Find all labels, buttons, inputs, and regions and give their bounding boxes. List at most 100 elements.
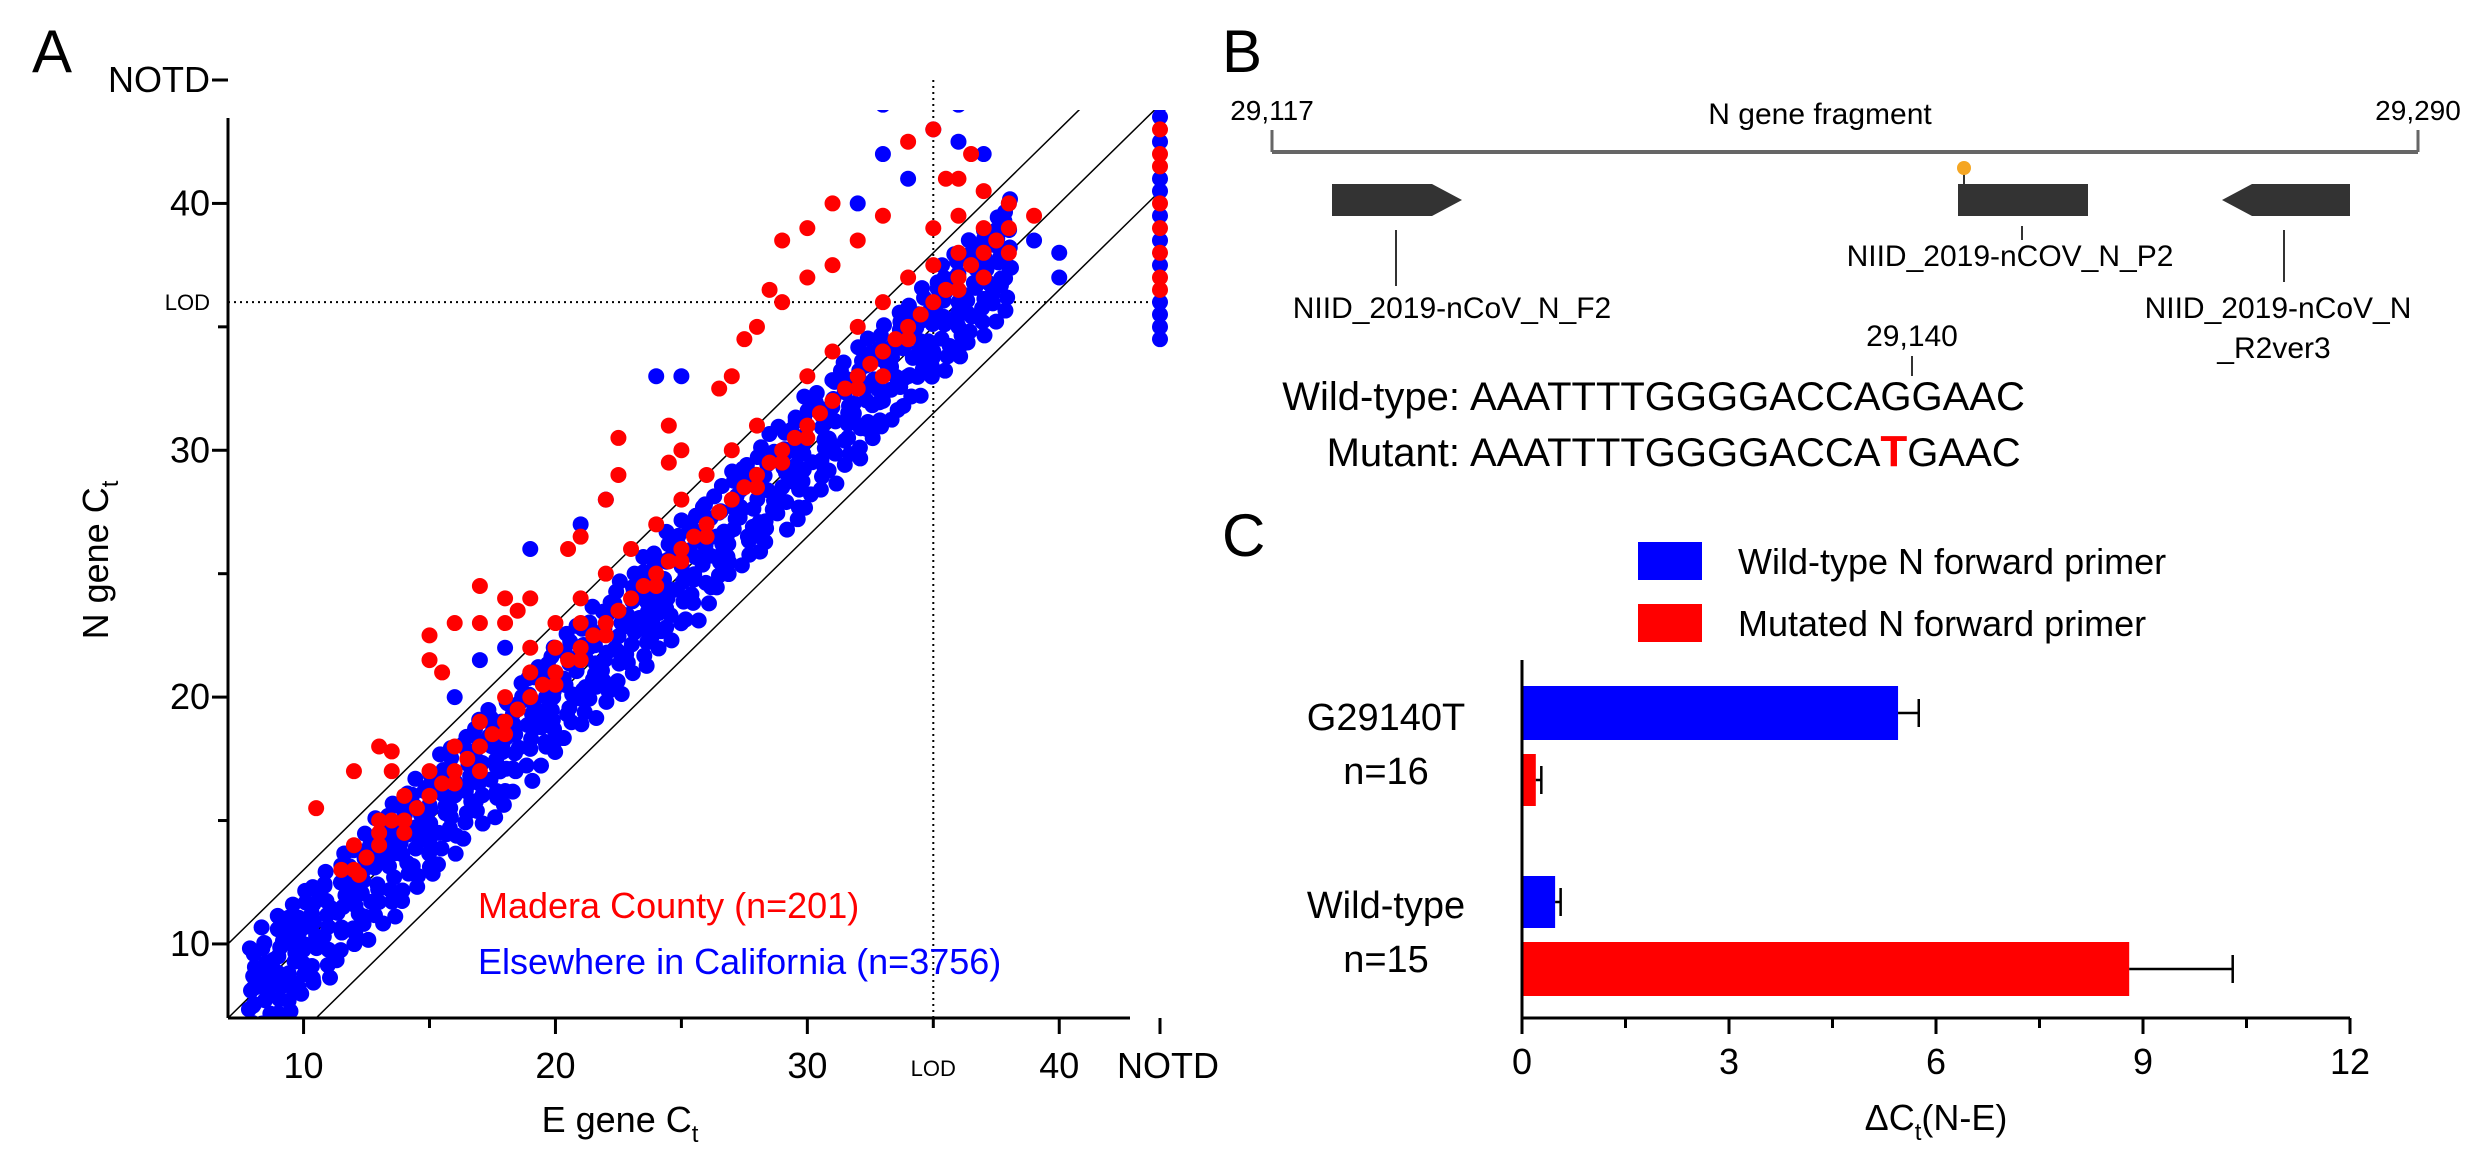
- madera-point: [888, 72, 904, 88]
- panel-c-letter: C: [1222, 502, 1265, 569]
- elsewhere-point: [797, 499, 814, 516]
- legend-swatch-mutated-primer: [1638, 604, 1702, 642]
- diagonal-line: [315, 190, 1161, 1018]
- elsewhere-point: [1152, 318, 1168, 335]
- elsewhere-point: [429, 856, 446, 873]
- c-x-tick-label: 3: [1719, 1041, 1739, 1082]
- elsewhere-point: [404, 858, 421, 875]
- madera-point: [975, 183, 992, 200]
- wildtype-sequence: AAATTTTGGGGACCAGGAAC: [1470, 375, 2025, 419]
- elsewhere-point: [1076, 72, 1092, 88]
- a-y-tick-notd: NOTD: [108, 59, 210, 100]
- elsewhere-point: [369, 876, 386, 893]
- elsewhere-point: [658, 619, 675, 636]
- elsewhere-point: [913, 280, 930, 297]
- elsewhere-point: [504, 783, 521, 800]
- elsewhere-point: [394, 882, 411, 899]
- madera-point: [497, 689, 514, 706]
- elsewhere-point: [874, 146, 891, 163]
- madera-point: [371, 738, 388, 755]
- elsewhere-point: [1152, 183, 1168, 200]
- madera-point: [975, 244, 992, 261]
- madera-point: [434, 664, 451, 681]
- elsewhere-point: [840, 429, 857, 446]
- elsewhere-point: [645, 545, 662, 562]
- madera-point: [522, 689, 539, 706]
- elsewhere-point: [859, 330, 876, 347]
- elsewhere-point: [270, 948, 287, 965]
- madera-point: [572, 652, 589, 669]
- elsewhere-point: [997, 302, 1014, 319]
- elsewhere-point: [262, 1023, 278, 1039]
- elsewhere-point: [407, 770, 424, 787]
- madera-point: [723, 491, 740, 508]
- madera-point: [421, 652, 438, 669]
- a-x-tick-notd: NOTD: [1117, 1045, 1219, 1086]
- madera-point: [421, 787, 438, 804]
- elsewhere-point: [245, 997, 262, 1014]
- elsewhere-point: [708, 579, 725, 596]
- elsewhere-point: [876, 110, 889, 113]
- a-x-lod-label: LOD: [911, 1056, 956, 1081]
- madera-point: [723, 442, 740, 459]
- panel-b-primer-map: B 29,117 29,290 N gene fragment NIID_201…: [1222, 18, 2461, 476]
- elsewhere-point: [950, 294, 967, 311]
- c-x-tick-label: 12: [2330, 1041, 2370, 1082]
- panel-c-bar-chart: C Wild-type N forward primer Mutated N f…: [1222, 502, 2370, 1146]
- madera-point: [900, 318, 917, 335]
- madera-point: [597, 491, 614, 508]
- madera-point: [673, 491, 690, 508]
- madera-point: [900, 72, 916, 88]
- elsewhere-point: [623, 636, 640, 653]
- madera-point: [396, 824, 413, 841]
- elsewhere-point: [874, 392, 891, 409]
- madera-point: [522, 590, 539, 607]
- elsewhere-point: [561, 700, 578, 717]
- madera-point: [1152, 220, 1168, 237]
- elsewhere-point: [504, 760, 521, 777]
- madera-point: [874, 343, 891, 360]
- elsewhere-point: [935, 308, 952, 325]
- elsewhere-point: [317, 863, 334, 880]
- madera-point: [1000, 195, 1017, 212]
- a-y-axis-label-sub: t: [97, 480, 124, 487]
- elsewhere-point: [290, 909, 307, 926]
- elsewhere-point: [442, 800, 459, 817]
- elsewhere-point: [447, 845, 464, 862]
- panel-a-letter: A: [32, 18, 72, 85]
- elsewhere-point: [259, 985, 276, 1002]
- madera-point: [698, 466, 715, 483]
- elsewhere-point: [952, 110, 965, 113]
- fragment-start-label: 29,117: [1230, 95, 1314, 126]
- madera-point: [547, 639, 564, 656]
- madera-point: [950, 281, 967, 298]
- c-x-tick-label: 9: [2133, 1041, 2153, 1082]
- elsewhere-point: [333, 919, 350, 936]
- madera-point: [774, 454, 791, 471]
- elsewhere-point: [677, 611, 694, 628]
- elsewhere-point: [1152, 294, 1168, 311]
- madera-point: [799, 429, 816, 446]
- reverse-primer-label-1: NIID_2019-nCoV_N: [2145, 292, 2412, 325]
- madera-point: [560, 652, 577, 669]
- elsewhere-point: [1152, 306, 1168, 323]
- madera-point: [925, 294, 942, 311]
- fragment-end-label: 29,290: [2375, 95, 2461, 126]
- elsewhere-point: [770, 418, 787, 435]
- probe-label: NIID_2019-nCOV_N_P2: [1847, 240, 2174, 273]
- madera-point: [824, 195, 841, 212]
- madera-point: [648, 578, 665, 595]
- madera-point: [421, 763, 438, 780]
- madera-point: [799, 220, 816, 237]
- c-x-tick-label: 0: [1512, 1041, 1532, 1082]
- elsewhere-point: [555, 730, 572, 747]
- madera-point: [849, 368, 866, 385]
- elsewhere-point: [757, 513, 774, 530]
- madera-point: [371, 837, 388, 854]
- madera-point: [1026, 207, 1043, 224]
- a-x-axis-label-sub: t: [692, 1121, 699, 1148]
- madera-point: [522, 639, 539, 656]
- elsewhere-point: [610, 628, 627, 645]
- a-y-lod-label: LOD: [165, 290, 210, 315]
- madera-point: [509, 701, 526, 718]
